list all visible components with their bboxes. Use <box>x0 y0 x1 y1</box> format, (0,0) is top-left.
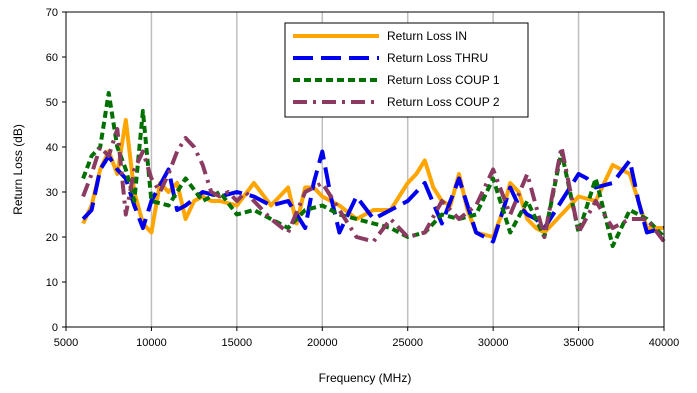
x-tick-label: 40000 <box>649 337 680 349</box>
series-line-4 <box>81 127 666 244</box>
y-tick-label: 20 <box>46 232 58 244</box>
legend-label-1: Return Loss IN <box>387 29 467 43</box>
plot-frame <box>65 11 665 328</box>
x-tick-label: 20000 <box>307 337 338 349</box>
y-tick-label: 0 <box>52 322 58 334</box>
y-tick-label: 10 <box>46 277 58 289</box>
y-axis-title: Return Loss (dB) <box>11 124 25 215</box>
y-tick-label: 50 <box>46 97 58 109</box>
legend: Return Loss IN Return Loss THRU Return Los… <box>284 22 529 118</box>
x-tick-label: 15000 <box>222 337 253 349</box>
x-tick-label: 35000 <box>563 337 594 349</box>
x-tick-label: 5000 <box>54 337 78 349</box>
series-layer <box>81 91 666 248</box>
y-tick-label: 60 <box>46 52 58 64</box>
legend-label-2: Return Loss THRU <box>387 51 488 65</box>
x-tick-label: 25000 <box>392 337 423 349</box>
y-axis: 0 10 20 30 40 50 60 70 <box>46 7 66 334</box>
x-tick-label: 10000 <box>136 337 167 349</box>
series-line-2 <box>81 149 665 244</box>
legend-label-4: Return Loss COUP 2 <box>387 95 500 109</box>
y-tick-label: 70 <box>46 7 58 19</box>
legend-label-3: Return Loss COUP 1 <box>387 73 500 87</box>
x-axis-title: Frequency (MHz) <box>319 371 412 385</box>
y-tick-label: 40 <box>46 142 58 154</box>
y-tick-label: 30 <box>46 187 58 199</box>
x-tick-label: 30000 <box>478 337 509 349</box>
x-axis: 5000 10000 15000 20000 25000 30000 35000 40000 <box>54 327 680 349</box>
